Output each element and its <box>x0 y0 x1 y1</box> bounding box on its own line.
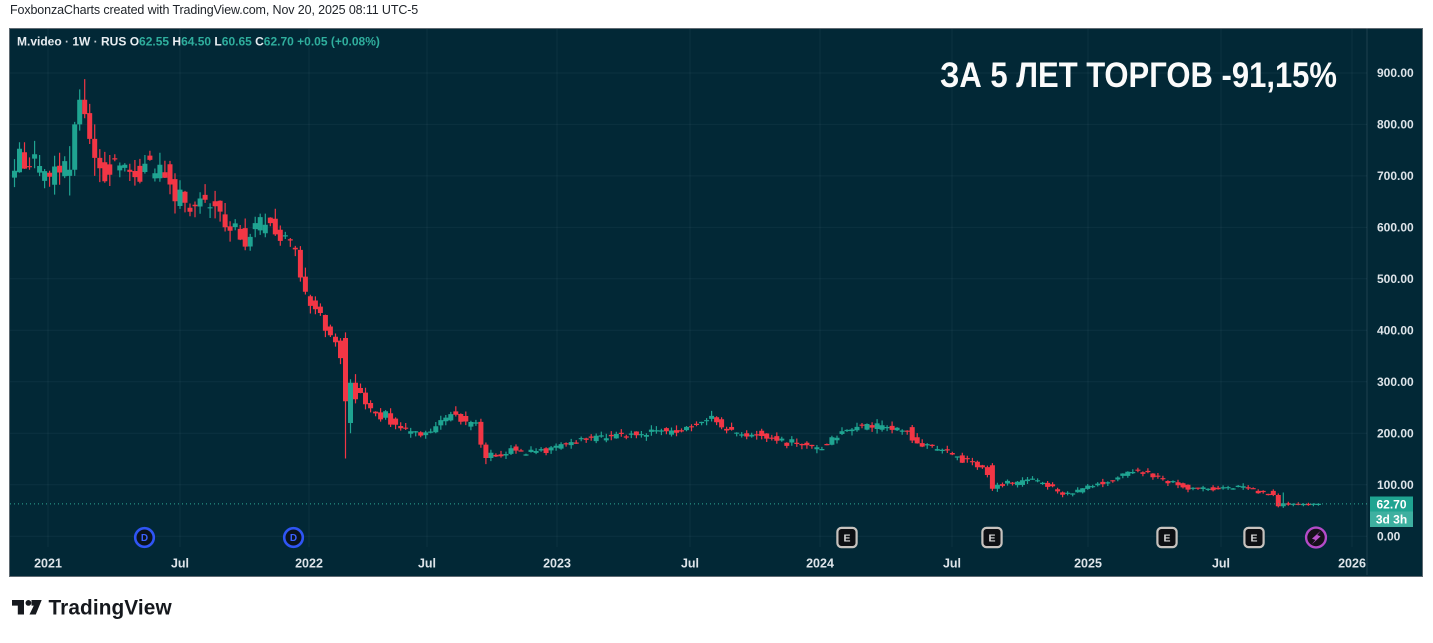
svg-text:700.00: 700.00 <box>1377 169 1414 183</box>
svg-text:500.00: 500.00 <box>1377 272 1414 286</box>
svg-text:Jul: Jul <box>943 557 961 571</box>
svg-text:62.70: 62.70 <box>1376 497 1406 511</box>
svg-text:3d 3h: 3d 3h <box>1376 512 1407 526</box>
svg-text:E: E <box>843 532 850 544</box>
svg-text:2026: 2026 <box>1338 557 1366 571</box>
svg-text:Jul: Jul <box>1212 557 1230 571</box>
svg-text:Jul: Jul <box>681 557 699 571</box>
svg-text:600.00: 600.00 <box>1377 221 1414 235</box>
svg-text:300.00: 300.00 <box>1377 375 1414 389</box>
svg-text:M.video · 1W · RUS O62.55 H6: M.video · 1W · RUS O62.55 H64.50 L60.65 … <box>17 35 380 49</box>
svg-text:900.00: 900.00 <box>1377 66 1414 80</box>
svg-text:E: E <box>988 532 995 544</box>
svg-text:Jul: Jul <box>418 557 436 571</box>
svg-text:ЗА 5 ЛЕТ ТОРГОВ -91,15%: ЗА 5 ЛЕТ ТОРГОВ -91,15% <box>940 56 1337 95</box>
svg-text:800.00: 800.00 <box>1377 118 1414 132</box>
svg-text:2025: 2025 <box>1074 557 1102 571</box>
svg-text:D: D <box>141 533 148 544</box>
svg-text:E: E <box>1163 532 1170 544</box>
svg-text:Jul: Jul <box>171 557 189 571</box>
svg-text:2023: 2023 <box>543 557 571 571</box>
svg-text:0.00: 0.00 <box>1377 529 1401 543</box>
svg-text:2022: 2022 <box>295 557 323 571</box>
svg-text:400.00: 400.00 <box>1377 324 1414 338</box>
svg-text:2021: 2021 <box>34 557 62 571</box>
svg-text:TradingView: TradingView <box>49 596 173 619</box>
svg-text:E: E <box>1250 532 1257 544</box>
svg-text:100.00: 100.00 <box>1377 478 1414 492</box>
svg-text:D: D <box>290 533 297 544</box>
svg-text:2024: 2024 <box>806 557 834 571</box>
svg-text:200.00: 200.00 <box>1377 427 1414 441</box>
